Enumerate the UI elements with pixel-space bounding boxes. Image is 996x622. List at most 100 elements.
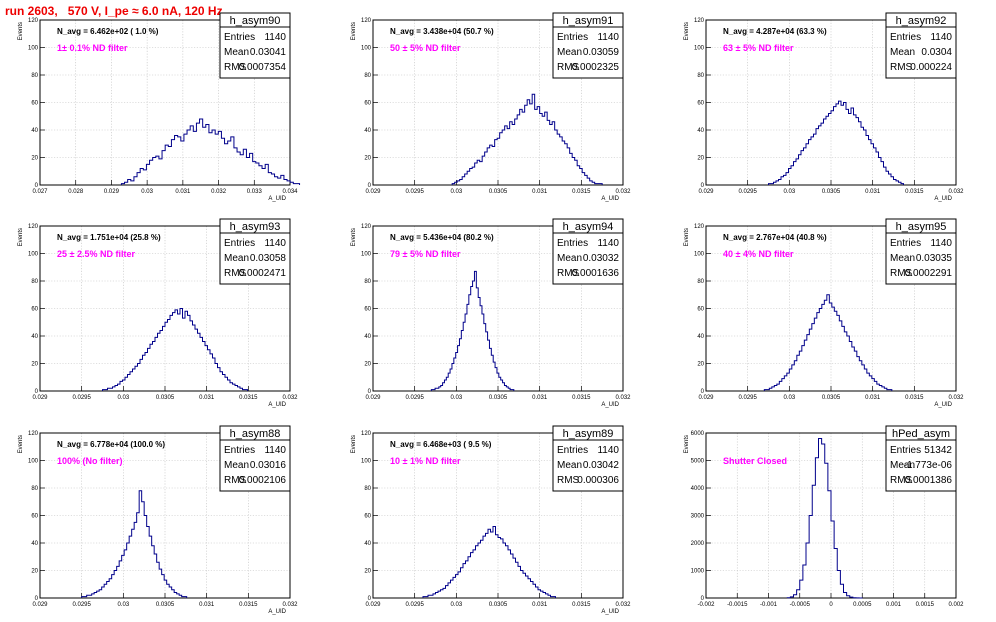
y-axis-label: Events [18, 228, 24, 246]
y-tick-label: 100 [28, 46, 39, 52]
stats-title: h_asym88 [230, 428, 281, 440]
x-tick-label: 0.034 [282, 189, 298, 195]
stats-mean-value: 0.03032 [583, 253, 620, 264]
histogram-panel-hPed_asym: -0.002 -0.0015 -0.001 -0.0005 0 0.0005 0.001 0.… [684, 425, 964, 608]
y-tick-label: 3000 [691, 514, 705, 520]
x-tick-label: -0.0005 [790, 602, 811, 608]
stats-mean-value: -1.773e-06 [904, 460, 953, 471]
x-tick-label: 0.0305 [822, 189, 841, 195]
stats-title: hPed_asym [892, 428, 950, 440]
histogram-line [451, 93, 603, 185]
stats-title: h_asym95 [896, 221, 947, 233]
histogram-line [768, 100, 904, 185]
stats-entries-value: 1140 [930, 238, 952, 249]
x-tick-label: 0.032 [948, 395, 964, 401]
y-tick-label: 100 [28, 252, 39, 258]
x-tick-label: -0.0015 [727, 602, 748, 608]
stats-entries-value: 1140 [597, 238, 619, 249]
x-tick-label: 0.03 [141, 189, 153, 195]
stats-rms-label: RMS [557, 268, 580, 279]
y-tick-label: 60 [697, 101, 704, 107]
histogram-panel-h_asym88: 0.029 0.0295 0.03 0.0305 0.031 0.0315 0.032 0 20… [18, 425, 298, 615]
stats-rms-value: 0.0002106 [239, 475, 287, 486]
x-tick-label: 0.0315 [905, 395, 924, 401]
x-tick-label: 0.001 [886, 602, 902, 608]
y-tick-label: 80 [697, 279, 704, 285]
stats-entries-label: Entries [224, 445, 255, 456]
y-tick-label: 120 [361, 431, 372, 437]
y-tick-label: 60 [364, 307, 371, 313]
x-tick-label: 0.0315 [239, 602, 258, 608]
x-tick-label: 0.0315 [572, 602, 591, 608]
stats-entries-label: Entries [890, 32, 921, 43]
x-tick-label: 0.032 [211, 189, 227, 195]
histogram-line [120, 118, 301, 185]
stats-box [552, 218, 624, 285]
filter-note: 79 ± 5% ND filter [390, 249, 461, 259]
x-tick-label: 0.029 [32, 395, 48, 401]
y-tick-label: 0 [368, 389, 372, 395]
x-tick-label: 0.0295 [405, 395, 424, 401]
stats-entries-label: Entries [890, 445, 921, 456]
stats-box [219, 218, 291, 285]
y-tick-label: 60 [697, 307, 704, 313]
stats-rms-value: 0.000224 [910, 62, 952, 73]
y-tick-label: 80 [364, 486, 371, 492]
x-tick-label: 0.03 [450, 602, 462, 608]
x-tick-label: 0.031 [532, 189, 548, 195]
x-tick-label: 0.03 [117, 395, 129, 401]
y-tick-label: 1000 [691, 569, 705, 575]
x-tick-label: 0.032 [948, 189, 964, 195]
y-axis-label: Events [18, 435, 24, 453]
x-tick-label: 0.03 [450, 395, 462, 401]
stats-box [219, 12, 291, 79]
histogram-panel-h_asym94: 0.029 0.0295 0.03 0.0305 0.031 0.0315 0.032 0 20… [351, 218, 631, 408]
x-tick-label: 0.0295 [405, 602, 424, 608]
histogram-panel-h_asym92: 0.029 0.0295 0.03 0.0305 0.031 0.0315 0.032 0 20… [684, 12, 964, 202]
y-tick-label: 120 [28, 18, 39, 24]
y-tick-label: 80 [364, 73, 371, 79]
x-tick-label: -0.001 [760, 602, 778, 608]
y-tick-label: 60 [31, 514, 38, 520]
navg-label: N_avg = 6.462e+02 ( 1.0 %) [57, 27, 159, 36]
x-tick-label: 0.032 [615, 189, 631, 195]
x-tick-label: 0.0295 [405, 189, 424, 195]
y-tick-label: 40 [31, 128, 38, 134]
x-tick-label: 0.0305 [489, 395, 508, 401]
histogram-line [786, 438, 863, 599]
y-tick-label: 120 [28, 431, 39, 437]
y-tick-label: 80 [364, 279, 371, 285]
y-tick-label: 20 [31, 569, 38, 575]
x-tick-label: 0.029 [365, 189, 381, 195]
stats-rms-label: RMS [224, 475, 247, 486]
stats-title: h_asym94 [563, 221, 614, 233]
x-tick-label: 0.029 [104, 189, 120, 195]
stats-entries-label: Entries [224, 238, 255, 249]
stats-rms-label: RMS [224, 268, 247, 279]
stats-rms-value: 0.0001386 [905, 475, 953, 486]
y-tick-label: 40 [31, 541, 38, 547]
stats-title: h_asym91 [563, 15, 614, 27]
x-tick-label: 0.031 [865, 395, 881, 401]
stats-mean-value: 0.0304 [921, 47, 952, 58]
histogram-line [102, 308, 248, 391]
stats-entries-value: 1140 [930, 32, 952, 43]
histogram-line [430, 270, 515, 391]
y-tick-label: 60 [364, 514, 371, 520]
stats-mean-value: 0.03041 [250, 47, 287, 58]
x-tick-label: 0.0305 [156, 395, 175, 401]
navg-label: N_avg = 6.778e+04 (100.0 %) [57, 440, 165, 449]
y-tick-label: 20 [31, 156, 38, 162]
stats-rms-value: 0.000306 [577, 475, 619, 486]
y-tick-label: 80 [31, 279, 38, 285]
histogram-panel-h_asym90: 0.027 0.028 0.029 0.03 0.031 0.032 0.033 0.034 0… [18, 12, 301, 202]
stats-mean-label: Mean [890, 253, 915, 264]
x-axis-label: A_UID [268, 196, 286, 202]
x-tick-label: 0.031 [532, 602, 548, 608]
x-axis-label: A_UID [934, 196, 952, 202]
x-tick-label: 0.029 [365, 602, 381, 608]
y-tick-label: 100 [28, 459, 39, 465]
stats-rms-label: RMS [890, 62, 913, 73]
histogram-panel-h_asym93: 0.029 0.0295 0.03 0.0305 0.031 0.0315 0.032 0 20… [18, 218, 298, 408]
x-tick-label: 0.031 [532, 395, 548, 401]
